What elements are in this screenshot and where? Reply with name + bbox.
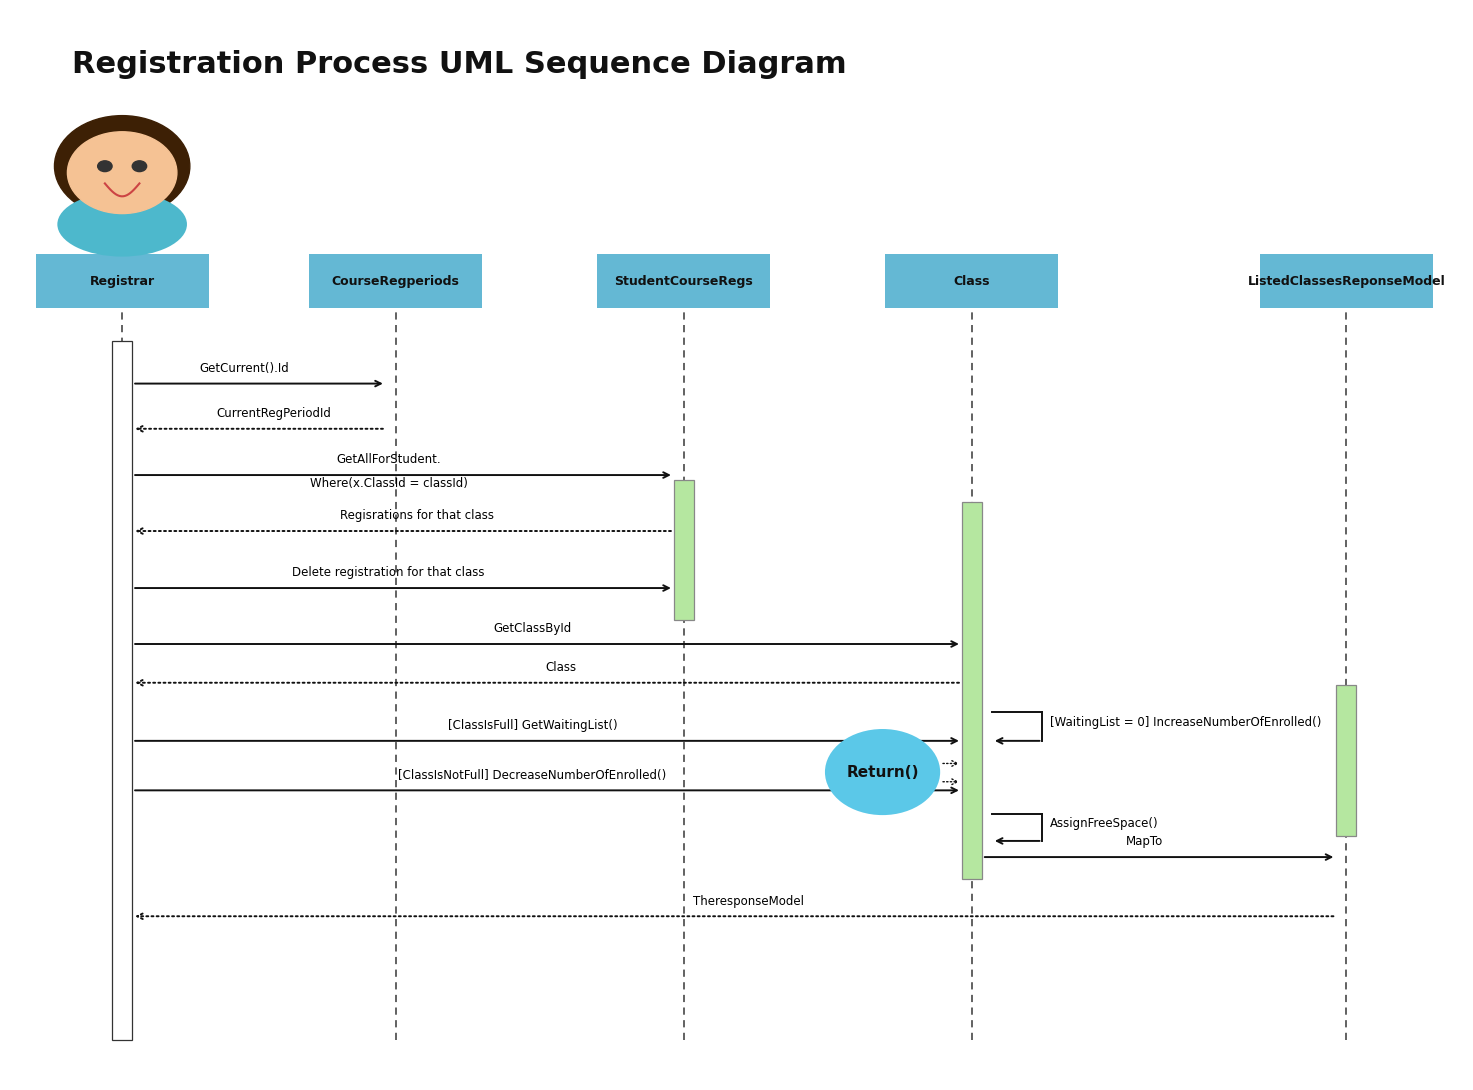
- Text: MapTo: MapTo: [1125, 835, 1164, 848]
- Text: CurrentRegPeriodId: CurrentRegPeriodId: [217, 408, 331, 420]
- Ellipse shape: [57, 192, 187, 256]
- FancyBboxPatch shape: [35, 254, 209, 308]
- Text: [ClassIsNotFull] DecreaseNumberOfEnrolled(): [ClassIsNotFull] DecreaseNumberOfEnrolle…: [399, 768, 667, 782]
- FancyBboxPatch shape: [598, 254, 770, 308]
- FancyBboxPatch shape: [309, 254, 482, 308]
- Text: CourseRegperiods: CourseRegperiods: [331, 275, 460, 288]
- Bar: [112, 340, 133, 1040]
- Text: Class: Class: [546, 662, 577, 674]
- Text: StudentCourseRegs: StudentCourseRegs: [614, 275, 753, 288]
- Text: Where(x.ClassId = classId): Where(x.ClassId = classId): [309, 477, 467, 490]
- Text: Registrar: Registrar: [90, 275, 155, 288]
- Text: TheresponseModel: TheresponseModel: [694, 895, 804, 908]
- Text: GetAllForStudent.: GetAllForStudent.: [336, 453, 440, 467]
- Text: GetClassById: GetClassById: [493, 622, 572, 635]
- Text: Regisrations for that class: Regisrations for that class: [340, 509, 495, 522]
- Bar: [673, 481, 694, 620]
- Circle shape: [825, 729, 940, 815]
- Circle shape: [55, 116, 190, 217]
- Text: GetCurrent().Id: GetCurrent().Id: [200, 362, 289, 375]
- Bar: [962, 502, 982, 879]
- Text: Return(): Return(): [847, 764, 919, 779]
- Text: Registration Process UML Sequence Diagram: Registration Process UML Sequence Diagra…: [72, 50, 847, 78]
- Text: AssignFreeSpace(): AssignFreeSpace(): [1050, 816, 1158, 829]
- Bar: [1336, 685, 1357, 836]
- Circle shape: [97, 161, 112, 171]
- Text: [ClassIsFull] GetWaitingList(): [ClassIsFull] GetWaitingList(): [448, 719, 617, 732]
- FancyBboxPatch shape: [1259, 254, 1433, 308]
- Text: ListedClassesReponseModel: ListedClassesReponseModel: [1248, 275, 1445, 288]
- Text: Class: Class: [953, 275, 990, 288]
- Text: Delete registration for that class: Delete registration for that class: [292, 567, 485, 580]
- Text: [WaitingList = 0] IncreaseNumberOfEnrolled(): [WaitingList = 0] IncreaseNumberOfEnroll…: [1050, 715, 1321, 728]
- Circle shape: [133, 161, 147, 171]
- Circle shape: [68, 132, 177, 214]
- FancyBboxPatch shape: [885, 254, 1058, 308]
